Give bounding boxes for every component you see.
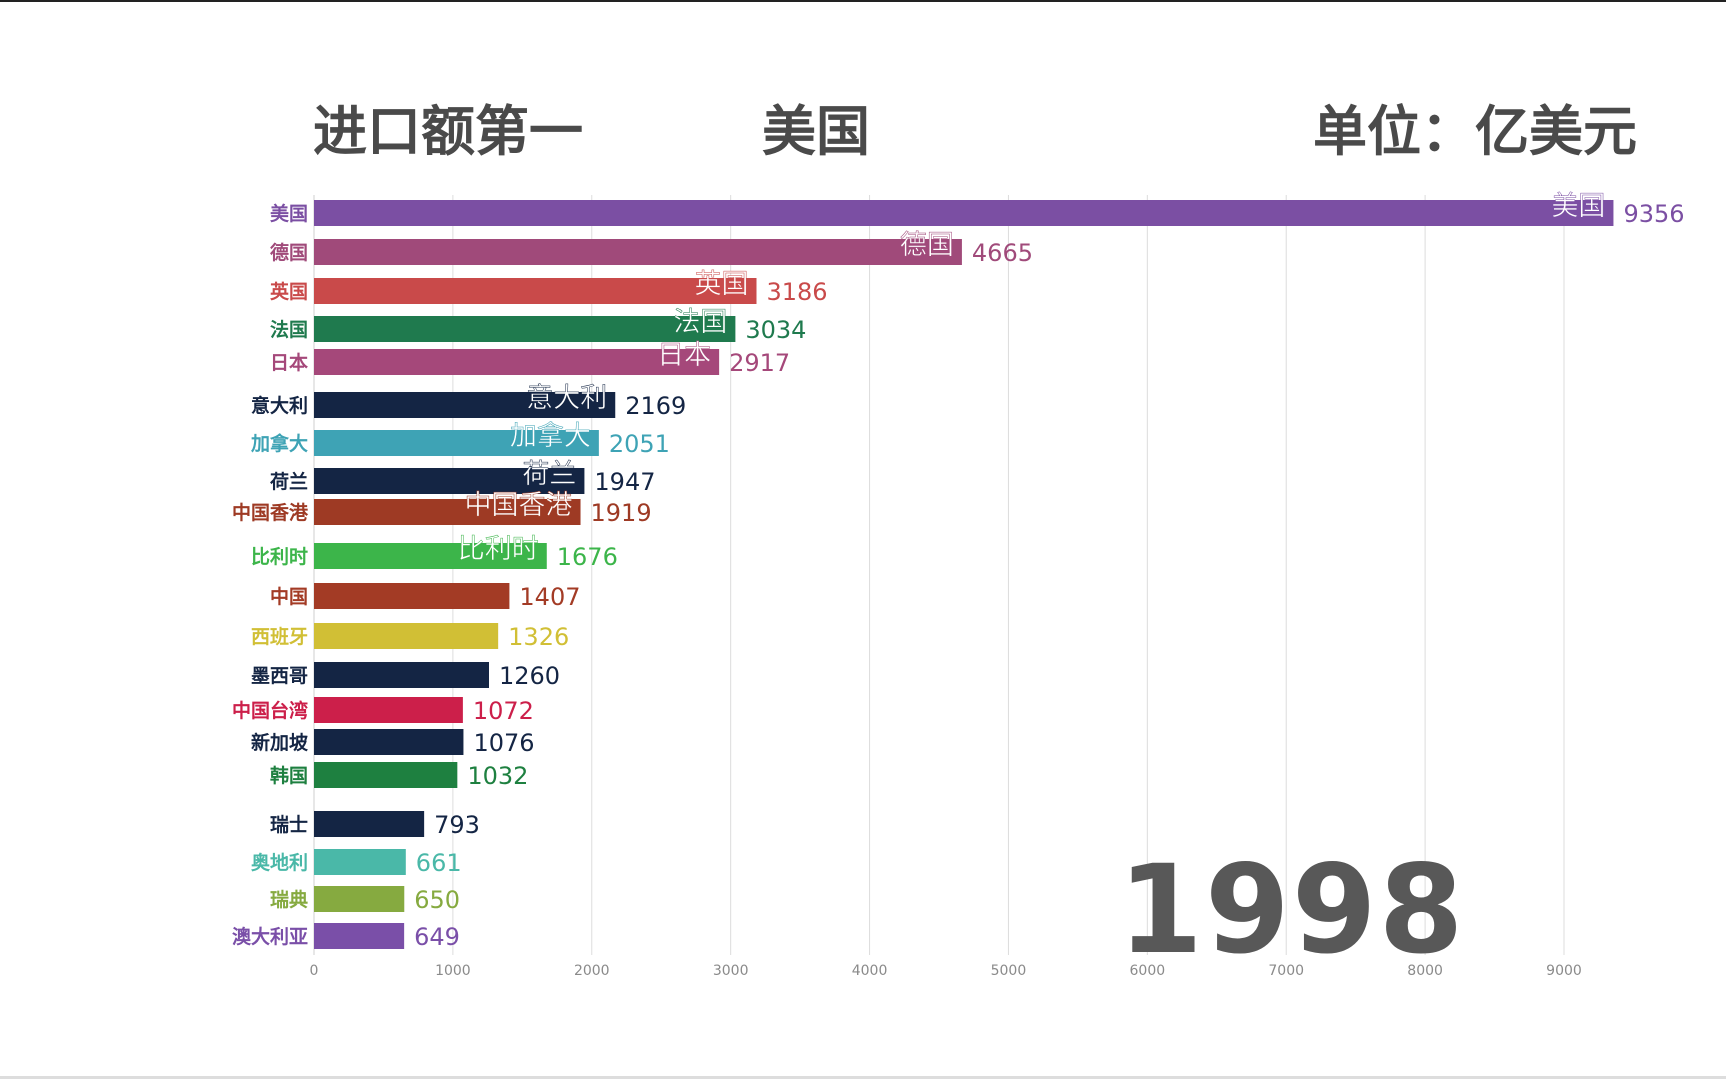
bar <box>314 316 736 342</box>
value-label: 649 <box>414 923 460 951</box>
bar <box>314 200 1614 226</box>
value-label: 4665 <box>972 239 1033 267</box>
category-label: 澳大利亚 <box>232 925 308 948</box>
x-tick-label: 3000 <box>713 963 749 979</box>
category-label: 法国 <box>270 318 308 341</box>
bar-inner-label: 中国香港 <box>465 490 573 521</box>
top-border <box>0 0 1726 2</box>
bar <box>314 697 463 723</box>
value-label: 1260 <box>499 662 560 690</box>
category-label: 比利时 <box>251 546 308 568</box>
category-label: 加拿大 <box>250 432 308 455</box>
bar-inner-label: 美国 <box>1551 191 1605 222</box>
value-label: 2051 <box>609 430 670 458</box>
bottom-border <box>0 1076 1726 1079</box>
bar <box>314 662 489 688</box>
x-tick-label: 1000 <box>435 963 471 979</box>
category-label: 墨西哥 <box>251 665 308 687</box>
value-label: 1676 <box>557 543 618 571</box>
bar <box>314 239 962 265</box>
category-label: 英国 <box>270 280 308 303</box>
bar-inner-label: 加拿大 <box>510 421 591 452</box>
value-label: 1407 <box>519 583 580 611</box>
value-label: 2917 <box>729 349 790 377</box>
value-label: 650 <box>414 886 460 914</box>
leader-name: 美国 <box>762 100 870 163</box>
category-label: 意大利 <box>251 394 308 417</box>
category-label: 中国香港 <box>232 501 309 524</box>
x-tick-label: 8000 <box>1407 963 1443 979</box>
category-label: 奥地利 <box>251 851 308 874</box>
bar <box>314 923 405 949</box>
value-label: 1919 <box>591 499 652 527</box>
value-label: 661 <box>416 849 462 877</box>
x-tick-label: 5000 <box>991 963 1027 979</box>
value-label: 793 <box>434 811 480 839</box>
value-label: 1326 <box>508 623 569 651</box>
bar <box>314 729 464 755</box>
x-tick-label: 2000 <box>574 963 610 979</box>
bar <box>314 762 458 788</box>
value-label: 9356 <box>1623 200 1684 228</box>
x-tick-label: 4000 <box>852 963 888 979</box>
bar <box>314 278 757 304</box>
bar-inner-label: 法国 <box>673 307 727 338</box>
x-tick-label: 0 <box>310 963 319 979</box>
year-label: 1998 <box>1118 839 1466 981</box>
value-label: 3034 <box>745 316 806 344</box>
category-label: 中国 <box>270 585 308 608</box>
bar <box>314 543 547 569</box>
bar <box>314 499 581 525</box>
value-label: 1947 <box>594 468 655 496</box>
category-label: 新加坡 <box>251 731 309 754</box>
bar <box>314 583 510 609</box>
bar-inner-label: 德国 <box>900 230 954 261</box>
bar-inner-label: 意大利 <box>526 383 607 414</box>
value-label: 1076 <box>473 729 534 757</box>
value-label: 2169 <box>625 392 686 420</box>
bar <box>314 623 499 649</box>
bar <box>314 430 599 456</box>
bar <box>314 468 585 494</box>
category-label: 德国 <box>270 241 308 264</box>
category-label: 中国台湾 <box>232 699 308 722</box>
chart-title: 进口额第一 <box>313 100 583 163</box>
bar <box>314 811 425 837</box>
bar-inner-label: 英国 <box>695 269 749 300</box>
value-label: 1032 <box>467 762 528 790</box>
category-label: 瑞士 <box>270 813 308 836</box>
category-label: 西班牙 <box>251 625 308 648</box>
x-tick-label: 9000 <box>1546 963 1582 979</box>
x-tick-label: 7000 <box>1268 963 1304 979</box>
x-tick-label: 6000 <box>1130 963 1166 979</box>
bar <box>314 392 616 418</box>
bar-inner-label: 比利时 <box>458 534 539 565</box>
bar <box>314 886 405 912</box>
value-label: 1072 <box>473 697 534 725</box>
category-label: 日本 <box>270 351 308 374</box>
value-label: 3186 <box>767 278 828 306</box>
bar <box>314 849 406 875</box>
category-label: 荷兰 <box>270 470 308 493</box>
bar-inner-label: 日本 <box>657 340 711 371</box>
category-label: 美国 <box>270 202 308 225</box>
category-label: 瑞典 <box>270 888 308 911</box>
category-label: 韩国 <box>270 764 308 787</box>
bar <box>314 349 720 375</box>
unit-label: 单位：亿美元 <box>1313 100 1637 163</box>
bar-inner-label: 荷兰 <box>522 459 576 490</box>
